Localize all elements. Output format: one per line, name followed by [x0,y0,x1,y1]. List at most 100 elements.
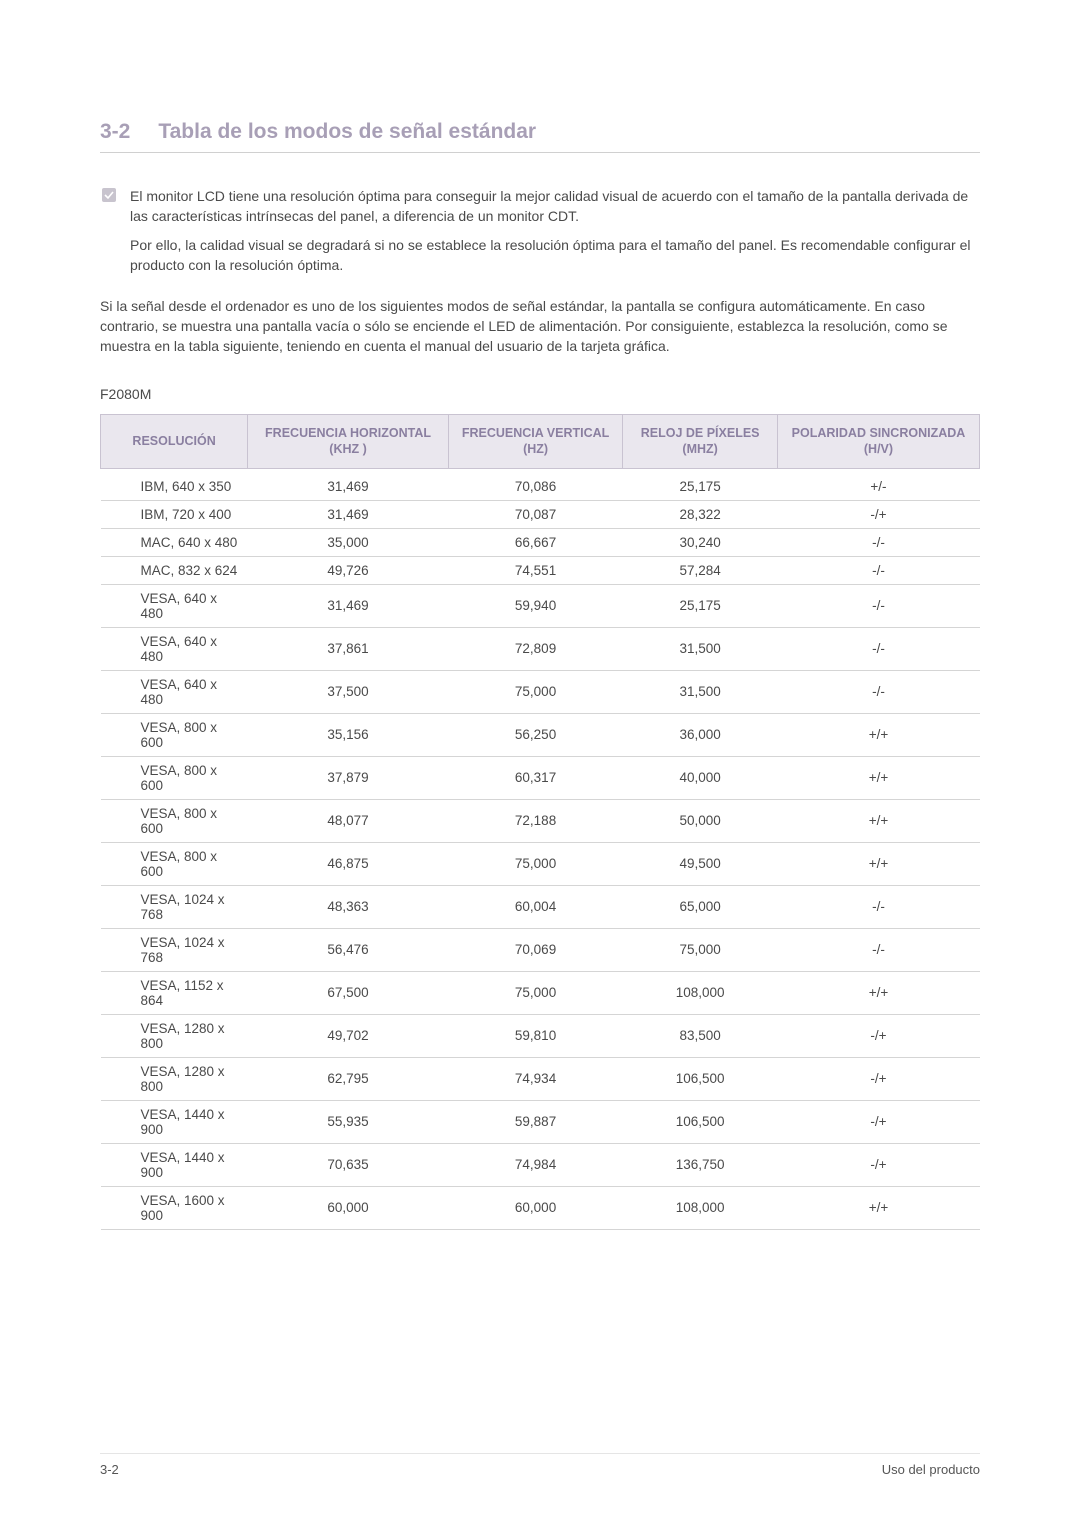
table-row: VESA, 1440 x 90055,93559,887106,500-/+ [101,1100,980,1143]
note-paragraph-1: El monitor LCD tiene una resolución ópti… [130,187,980,226]
table-cell: 70,086 [448,468,622,500]
table-cell: VESA, 640 x 480 [101,584,248,627]
table-cell: VESA, 1440 x 900 [101,1143,248,1186]
table-row: VESA, 1280 x 80062,79574,934106,500-/+ [101,1057,980,1100]
table-cell: 66,667 [448,528,622,556]
table-cell: 25,175 [623,468,778,500]
table-cell: MAC, 832 x 624 [101,556,248,584]
table-cell: VESA, 1024 x 768 [101,928,248,971]
section-title: Tabla de los modos de señal estándar [158,120,536,144]
table-cell: 55,935 [248,1100,449,1143]
table-cell: +/+ [777,713,979,756]
table-row: VESA, 1600 x 90060,00060,000108,000+/+ [101,1186,980,1229]
table-header: RESOLUCIÓNFRECUENCIA HORIZONTAL (KHZ )FR… [101,415,980,469]
table-column-header: RELOJ DE PÍXELES (MHZ) [623,415,778,469]
table-cell: 59,810 [448,1014,622,1057]
table-cell: 49,500 [623,842,778,885]
table-cell: -/- [777,584,979,627]
table-cell: 30,240 [623,528,778,556]
table-cell: VESA, 1600 x 900 [101,1186,248,1229]
section-number: 3-2 [100,120,130,144]
table-row: VESA, 1024 x 76856,47670,06975,000-/- [101,928,980,971]
table-cell: +/+ [777,1186,979,1229]
table-cell: -/+ [777,1143,979,1186]
table-cell: +/+ [777,756,979,799]
table-cell: 75,000 [448,670,622,713]
table-cell: 35,156 [248,713,449,756]
table-cell: 70,635 [248,1143,449,1186]
table-cell: 74,934 [448,1057,622,1100]
table-row: IBM, 720 x 40031,46970,08728,322-/+ [101,500,980,528]
table-cell: VESA, 1440 x 900 [101,1100,248,1143]
table-column-header: POLARIDAD SINCRONIZADA (H/V) [777,415,979,469]
table-cell: VESA, 1152 x 864 [101,971,248,1014]
signal-modes-table: RESOLUCIÓNFRECUENCIA HORIZONTAL (KHZ )FR… [100,414,980,1230]
table-cell: 60,317 [448,756,622,799]
table-cell: -/- [777,928,979,971]
table-cell: -/+ [777,1100,979,1143]
note-paragraph-2: Por ello, la calidad visual se degradará… [130,236,980,275]
table-cell: 65,000 [623,885,778,928]
table-cell: VESA, 800 x 600 [101,842,248,885]
footer-right: Uso del producto [882,1462,980,1477]
table-cell: 56,476 [248,928,449,971]
table-cell: 67,500 [248,971,449,1014]
table-cell: VESA, 800 x 600 [101,756,248,799]
table-cell: 31,469 [248,468,449,500]
table-cell: 108,000 [623,971,778,1014]
table-cell: VESA, 1280 x 800 [101,1014,248,1057]
table-cell: MAC, 640 x 480 [101,528,248,556]
table-cell: -/- [777,627,979,670]
table-cell: -/+ [777,1014,979,1057]
table-cell: 25,175 [623,584,778,627]
table-cell: +/+ [777,971,979,1014]
table-row: VESA, 1440 x 90070,63574,984136,750-/+ [101,1143,980,1186]
table-row: VESA, 800 x 60035,15656,25036,000+/+ [101,713,980,756]
table-row: MAC, 832 x 62449,72674,55157,284-/- [101,556,980,584]
table-cell: IBM, 720 x 400 [101,500,248,528]
table-cell: 75,000 [623,928,778,971]
table-cell: 37,861 [248,627,449,670]
table-row: VESA, 800 x 60037,87960,31740,000+/+ [101,756,980,799]
table-cell: -/+ [777,1057,979,1100]
table-cell: -/+ [777,500,979,528]
table-cell: 49,702 [248,1014,449,1057]
body-paragraph: Si la señal desde el ordenador es uno de… [100,297,980,356]
table-cell: 35,000 [248,528,449,556]
note-icon [102,188,116,202]
table-cell: 28,322 [623,500,778,528]
table-cell: 46,875 [248,842,449,885]
table-cell: VESA, 800 x 600 [101,799,248,842]
table-cell: 75,000 [448,842,622,885]
table-cell: -/- [777,528,979,556]
table-cell: 136,750 [623,1143,778,1186]
table-cell: 59,940 [448,584,622,627]
table-row: IBM, 640 x 35031,46970,08625,175+/- [101,468,980,500]
table-row: VESA, 640 x 48031,46959,94025,175-/- [101,584,980,627]
table-cell: +/+ [777,842,979,885]
table-row: VESA, 640 x 48037,50075,00031,500-/- [101,670,980,713]
document-page: 3-2 Tabla de los modos de señal estándar… [0,0,1080,1527]
table-cell: 70,087 [448,500,622,528]
table-cell: 56,250 [448,713,622,756]
table-cell: 57,284 [623,556,778,584]
table-cell: 31,469 [248,584,449,627]
table-cell: 48,363 [248,885,449,928]
table-cell: 74,984 [448,1143,622,1186]
table-cell: 37,500 [248,670,449,713]
table-row: VESA, 640 x 48037,86172,80931,500-/- [101,627,980,670]
table-cell: 60,004 [448,885,622,928]
table-column-header: FRECUENCIA VERTICAL (HZ) [448,415,622,469]
table-cell: 83,500 [623,1014,778,1057]
section-heading: 3-2 Tabla de los modos de señal estándar [100,120,980,153]
note-block: El monitor LCD tiene una resolución ópti… [100,187,980,275]
table-cell: 40,000 [623,756,778,799]
table-row: VESA, 800 x 60048,07772,18850,000+/+ [101,799,980,842]
table-cell: 108,000 [623,1186,778,1229]
table-cell: 62,795 [248,1057,449,1100]
table-cell: 74,551 [448,556,622,584]
table-cell: -/- [777,885,979,928]
table-body: IBM, 640 x 35031,46970,08625,175+/-IBM, … [101,468,980,1229]
footer-left: 3-2 [100,1462,119,1477]
table-cell: 75,000 [448,971,622,1014]
